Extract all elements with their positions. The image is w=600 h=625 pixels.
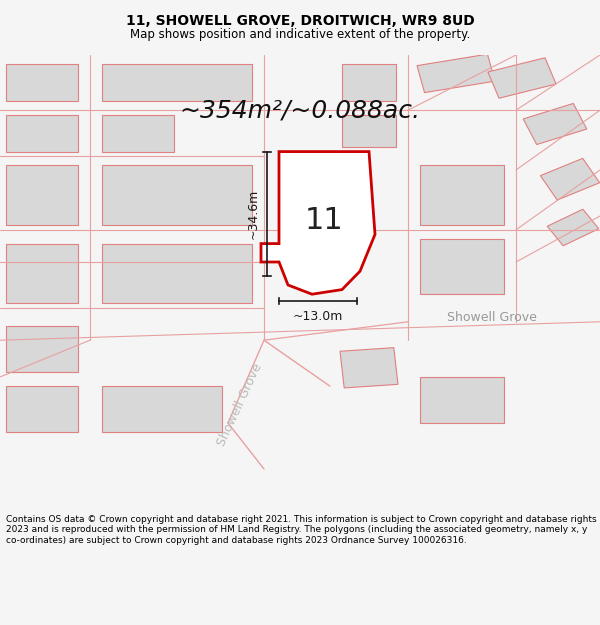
Text: Contains OS data © Crown copyright and database right 2021. This information is : Contains OS data © Crown copyright and d… <box>6 515 596 545</box>
Bar <box>6 115 78 152</box>
Bar <box>6 386 78 432</box>
Bar <box>342 64 396 101</box>
Text: Showell Grove: Showell Grove <box>215 361 265 448</box>
Bar <box>340 348 398 388</box>
Bar <box>102 244 252 303</box>
Text: 11, SHOWELL GROVE, DROITWICH, WR9 8UD: 11, SHOWELL GROVE, DROITWICH, WR9 8UD <box>125 14 475 28</box>
Text: ~13.0m: ~13.0m <box>293 310 343 323</box>
Bar <box>420 377 504 423</box>
Bar <box>523 104 587 144</box>
Bar <box>6 244 78 303</box>
Text: ~34.6m: ~34.6m <box>247 189 260 239</box>
Text: ~354m²/~0.088ac.: ~354m²/~0.088ac. <box>179 98 421 122</box>
Bar <box>547 209 599 246</box>
Bar <box>102 64 252 101</box>
Bar <box>488 58 556 98</box>
Bar <box>6 166 78 225</box>
Bar <box>102 386 222 432</box>
Bar <box>6 326 78 372</box>
Polygon shape <box>261 152 375 294</box>
Bar <box>342 115 396 147</box>
Bar <box>420 239 504 294</box>
Bar <box>102 115 174 152</box>
Bar <box>541 158 599 200</box>
Bar <box>420 166 504 225</box>
Text: Showell Grove: Showell Grove <box>447 311 537 324</box>
Bar <box>102 166 252 225</box>
Bar <box>6 64 78 101</box>
Text: Map shows position and indicative extent of the property.: Map shows position and indicative extent… <box>130 28 470 41</box>
Text: 11: 11 <box>305 206 343 235</box>
Bar <box>417 54 495 92</box>
